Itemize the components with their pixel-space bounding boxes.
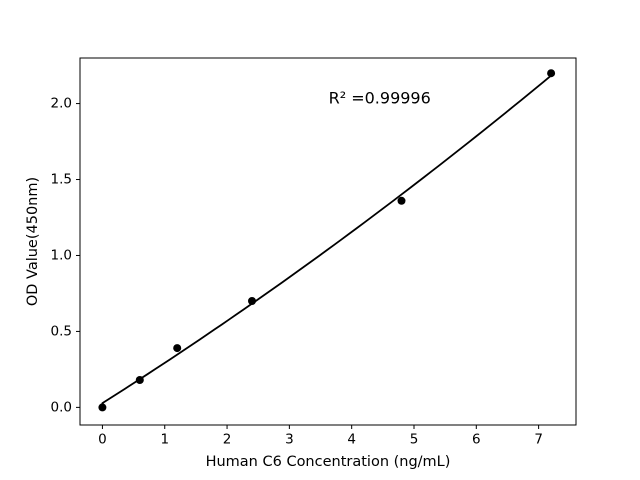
x-tick-label: 5 [410,432,419,448]
data-point [173,344,182,353]
plot-area: 0 1 2 3 4 5 6 7 0.0 0.5 1.0 1.5 2.0 [51,57,577,448]
data-point [397,196,406,205]
data-point [135,376,144,384]
x-tick-label: 6 [472,432,481,448]
data-point [248,297,256,305]
x-tick-label: 1 [160,432,169,448]
y-tick-label: 0.5 [51,323,72,339]
x-tick-label: 2 [223,432,232,448]
y-tick-label: 0.0 [51,399,72,415]
data-point [98,403,107,412]
x-tick-label: 3 [285,432,294,448]
fit-line [101,74,552,405]
r-squared-annotation: R² =0.99996 [329,89,431,108]
y-axis-label: OD Value(450nm) [25,177,41,306]
x-tick-label: 7 [534,432,543,448]
x-axis-label: Human C6 Concentration (ng/mL) [206,454,451,470]
y-tick-label: 1.0 [51,247,72,263]
y-tick-label: 1.5 [51,172,72,188]
data-point [547,69,556,78]
y-tick-label: 2.0 [51,96,72,112]
x-tick-label: 4 [347,432,356,448]
axes-frame [79,57,577,426]
x-tick-label: 0 [98,432,107,448]
